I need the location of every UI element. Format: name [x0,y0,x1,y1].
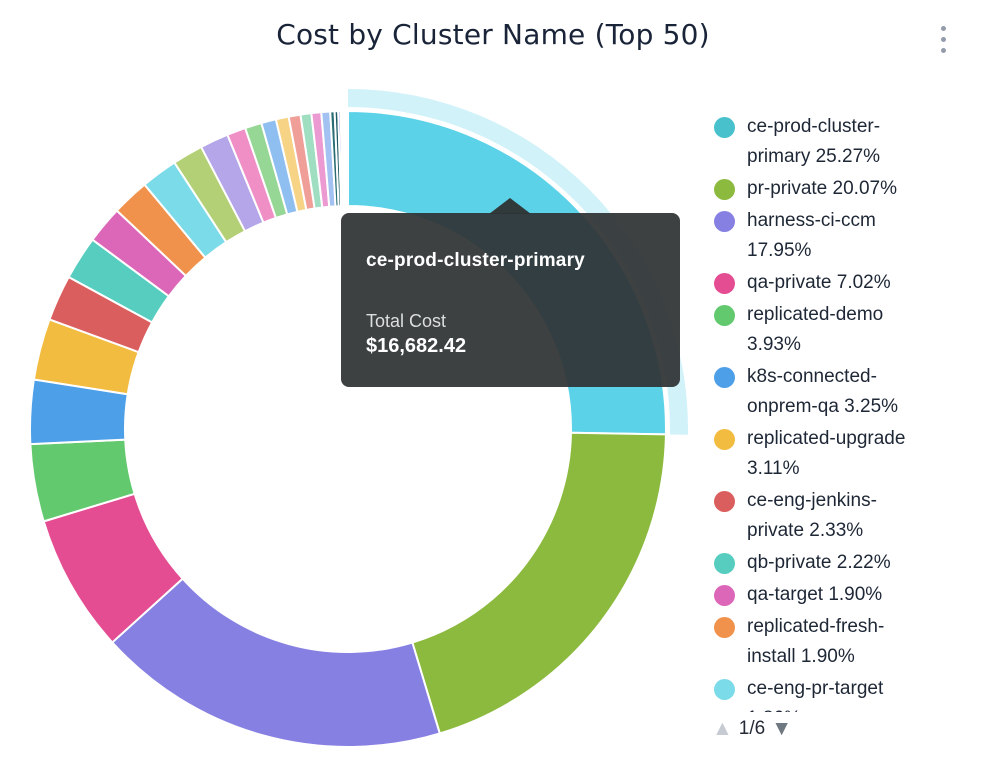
legend-dot-icon [714,211,735,232]
legend-item-label: ce-eng-jenkins-private 2.33% [747,490,877,541]
tooltip: ce-prod-cluster-primary Total Cost $16,6… [341,198,680,387]
legend-dot-icon [714,429,735,450]
legend-item-label: qb-private 2.22% [747,552,891,573]
legend-dot-icon [714,553,735,574]
legend-item-0[interactable]: ce-prod-cluster-primary 25.27% [714,112,964,172]
legend-item-label: harness-ci-ccm 17.95% [747,210,876,261]
tooltip-arrow-icon [489,198,531,214]
pagination-counter: 1/6 [738,718,766,739]
legend-dot-icon [714,179,735,200]
legend-item-10[interactable]: replicated-fresh-install 1.90% [714,612,964,672]
chart-slice-1[interactable] [411,431,667,735]
legend-item-8[interactable]: qb-private 2.22% [714,548,964,578]
legend-item-6[interactable]: replicated-upgrade 3.11% [714,424,964,484]
legend-dot-icon [714,273,735,294]
legend-item-2[interactable]: harness-ci-ccm 17.95% [714,206,964,266]
legend-item-4[interactable]: replicated-demo 3.93% [714,300,964,360]
pagination-down-icon[interactable]: ▼ [771,717,793,740]
tooltip-title: ce-prod-cluster-primary [366,250,585,271]
chart-title: Cost by Cluster Name (Top 50) [276,18,710,51]
legend-item-7[interactable]: ce-eng-jenkins-private 2.33% [714,486,964,546]
legend-item-11[interactable]: ce-eng-pr-target 1.86% [714,674,964,712]
legend-item-label: qa-private 7.02% [747,272,891,293]
legend-item-3[interactable]: qa-private 7.02% [714,268,964,298]
legend-dot-icon [714,367,735,388]
legend-item-5[interactable]: k8s-connected-onprem-qa 3.25% [714,362,964,422]
legend-item-label: qa-target 1.90% [747,584,883,605]
legend-pagination: ▲ 1/6 ▼ [712,718,792,739]
kebab-menu-icon[interactable] [937,22,950,57]
legend-dot-icon [714,617,735,638]
legend-item-label: replicated-demo 3.93% [747,304,884,355]
chart-slice-2[interactable] [111,577,441,748]
legend-item-label: ce-prod-cluster-primary 25.27% [747,116,881,167]
tooltip-value: $16,682.42 [366,335,467,357]
legend: ce-prod-cluster-primary 25.27% pr-private… [714,112,964,712]
legend-item-label: replicated-fresh-install 1.90% [747,616,885,667]
legend-dot-icon [714,305,735,326]
legend-item-label: replicated-upgrade 3.11% [747,428,906,479]
legend-item-label: k8s-connected-onprem-qa 3.25% [747,366,899,417]
legend-dot-icon [714,679,735,700]
tooltip-label: Total Cost [366,311,447,331]
pagination-up-icon[interactable]: ▲ [712,717,733,740]
chart-slice-31[interactable] [346,109,349,207]
legend-dot-icon [714,491,735,512]
legend-item-label: pr-private 20.07% [747,178,897,199]
legend-dot-icon [714,585,735,606]
legend-item-label: ce-eng-pr-target 1.86% [747,678,884,712]
legend-item-9[interactable]: qa-target 1.90% [714,580,964,610]
legend-dot-icon [714,117,735,138]
legend-item-1[interactable]: pr-private 20.07% [714,174,964,204]
